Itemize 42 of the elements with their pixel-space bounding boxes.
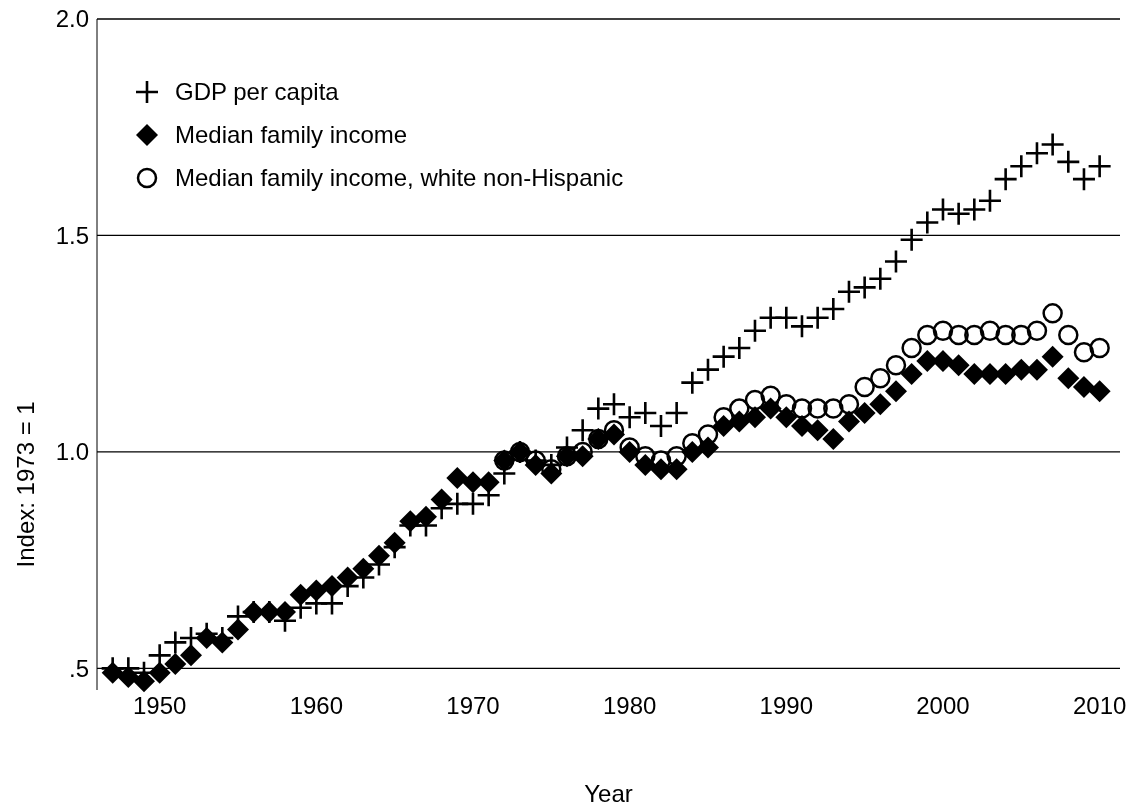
point	[1026, 320, 1048, 341]
point	[917, 324, 938, 346]
legend-label: Median family income	[175, 121, 408, 149]
point	[1089, 337, 1110, 359]
point	[979, 320, 1001, 341]
x-axis-title: Year	[584, 780, 633, 807]
point	[760, 385, 781, 406]
x-tick-label: 2000	[916, 692, 970, 719]
point	[729, 398, 750, 419]
x-tick-label: 1980	[602, 692, 657, 719]
y-axis-title: Index: 1973 = 1	[12, 401, 39, 568]
x-tick-label: 1950	[132, 692, 187, 719]
point	[807, 398, 828, 419]
point	[948, 324, 969, 346]
point	[964, 324, 985, 346]
point	[603, 420, 625, 441]
x-tick-label: 1970	[446, 692, 500, 719]
x-tick-label: 2010	[1072, 692, 1127, 719]
point	[1073, 342, 1095, 363]
legend-label: Median family income, white non-Hispanic	[175, 164, 624, 192]
x-tick-label: 1960	[289, 692, 344, 719]
point	[791, 398, 813, 419]
point	[854, 376, 875, 398]
y-tick-label: 1.5	[55, 221, 89, 249]
point	[744, 389, 766, 411]
point	[870, 368, 891, 389]
point	[901, 337, 922, 359]
point	[932, 320, 954, 341]
point	[1011, 324, 1032, 346]
point	[995, 324, 1016, 346]
y-tick-label: 1.0	[55, 438, 89, 466]
point	[697, 424, 719, 445]
point	[823, 398, 844, 419]
y-tick-label: 2.0	[55, 5, 89, 33]
point	[1058, 324, 1079, 346]
x-tick-label: 1990	[759, 692, 814, 719]
legend-label: GDP per capita	[175, 78, 340, 106]
point	[1042, 303, 1063, 324]
y-tick-label: .5	[68, 654, 89, 682]
point	[666, 445, 687, 467]
point	[838, 394, 860, 415]
point	[885, 355, 907, 376]
